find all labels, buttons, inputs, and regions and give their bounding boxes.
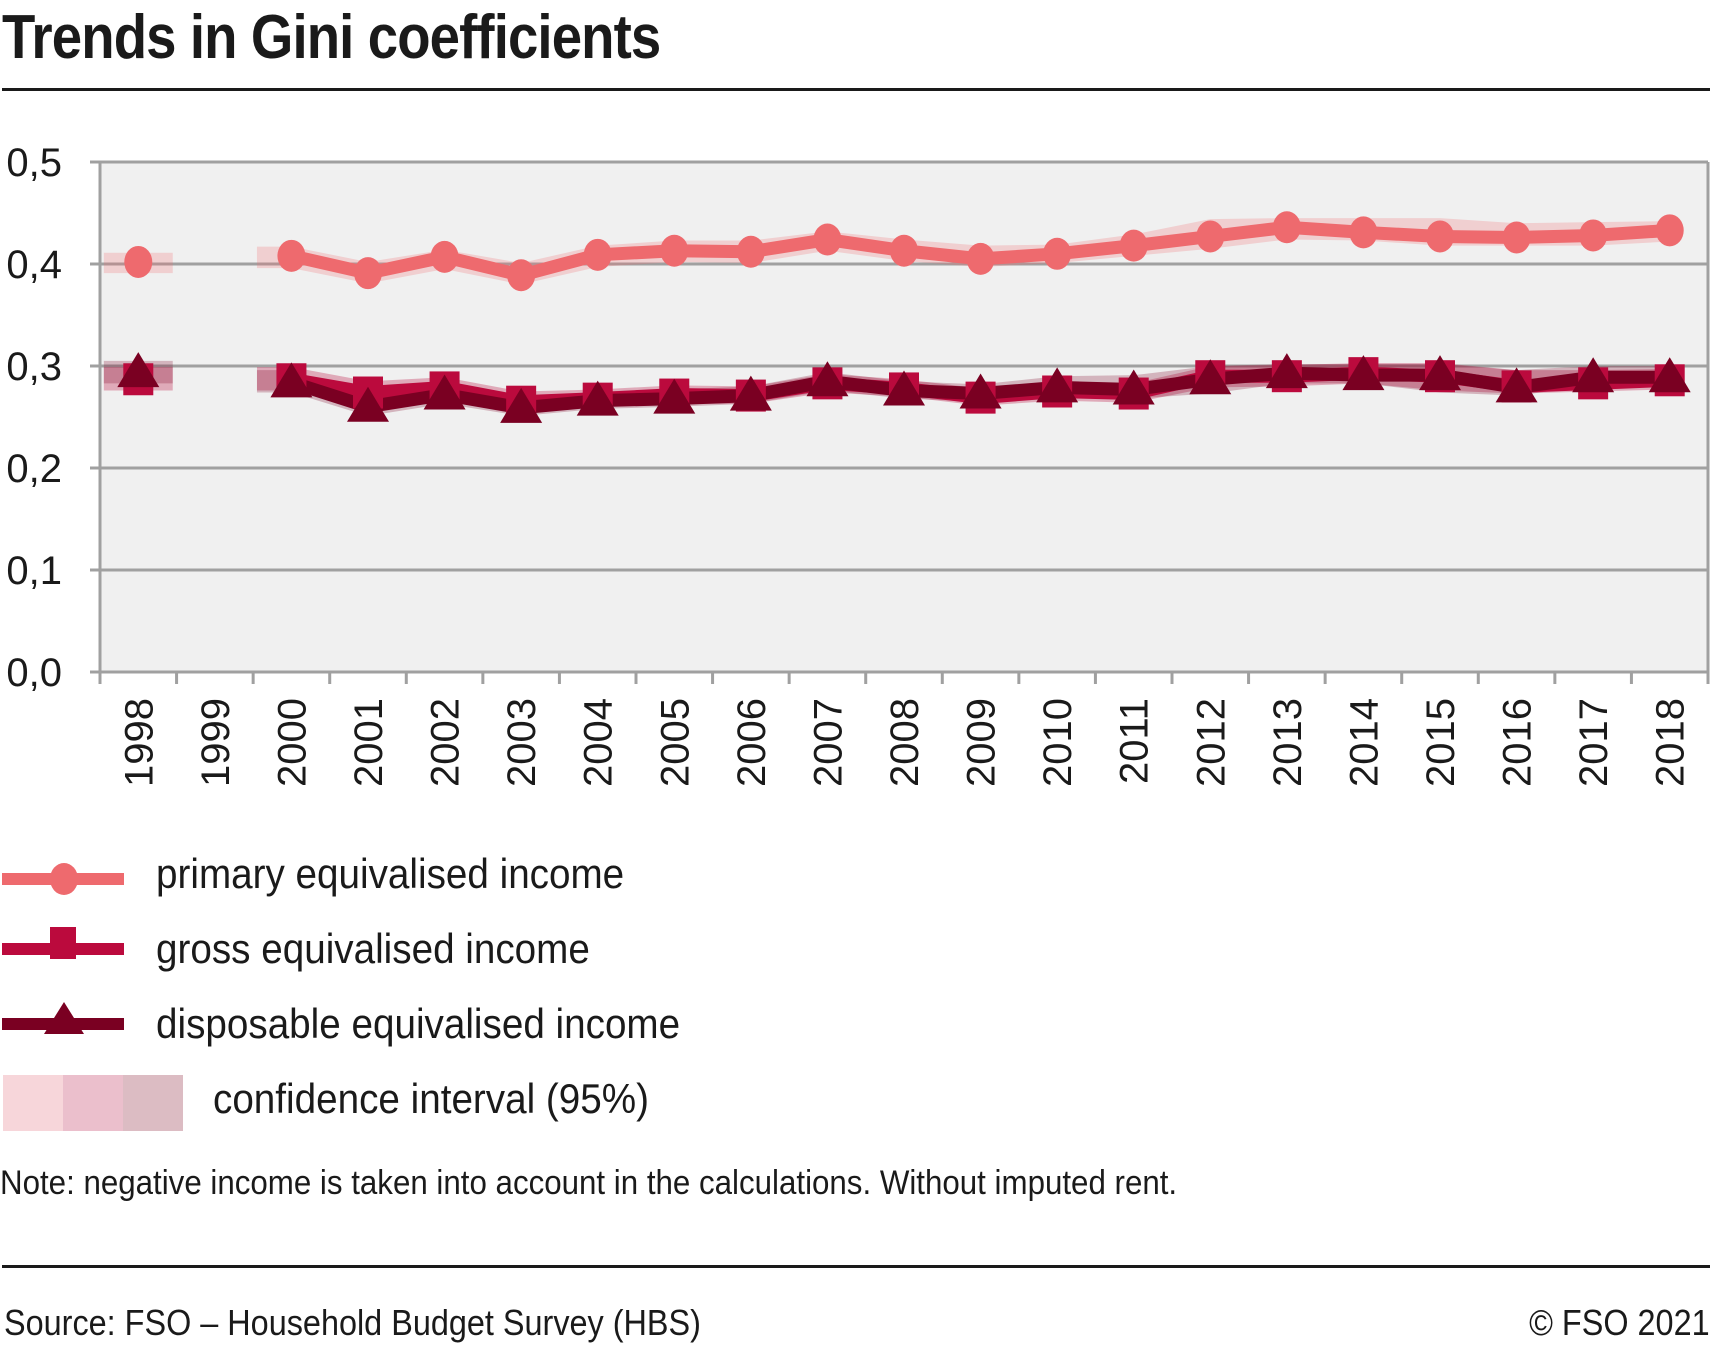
- circle-point: [1196, 220, 1225, 253]
- circle-point: [1579, 219, 1608, 252]
- x-tick-label: 2015: [1419, 698, 1463, 787]
- x-tick-label: 2007: [806, 698, 850, 787]
- triangle-icon: [2, 1002, 124, 1034]
- circle-point: [124, 245, 153, 278]
- circle-point: [354, 257, 382, 290]
- x-tick-label: 2000: [270, 698, 314, 787]
- x-tick-label: 2016: [1496, 698, 1540, 787]
- triangle-point: [500, 387, 543, 423]
- x-tick-label: 2017: [1572, 698, 1616, 787]
- x-axis-ticks: 1998 1999 2000 2001 2002 2003 2004 2005 2006 2007…: [98, 672, 1710, 787]
- circle-point: [1655, 214, 1684, 247]
- circle-point: [1043, 237, 1072, 270]
- x-tick-label: 2010: [1036, 698, 1080, 787]
- y-tick-label: 0,0: [6, 651, 62, 695]
- triangle-point: [1495, 367, 1538, 403]
- ci-swatch-primary: [3, 1075, 63, 1131]
- y-tick-label: 0,5: [6, 141, 62, 185]
- triangle-point: [1572, 357, 1615, 393]
- x-tick-label: 2003: [500, 698, 544, 787]
- triangle-point: [959, 373, 1002, 409]
- triangle-point: [1648, 357, 1691, 393]
- legend-label: gross equivalised income: [156, 925, 590, 972]
- title-divider: [2, 88, 1710, 91]
- source-text: Source: FSO – Household Budget Survey (H…: [4, 1302, 701, 1343]
- circle-point: [583, 238, 612, 271]
- legend-label: disposable equivalised income: [156, 1000, 681, 1047]
- footnote: Note: negative income is taken into acco…: [0, 1164, 1178, 1202]
- triangle-point: [1342, 355, 1385, 391]
- triangle-point: [729, 375, 772, 411]
- circle-point: [277, 239, 306, 272]
- triangle-point: [117, 352, 160, 388]
- legend-item-gross: gross equivalised income: [0, 925, 900, 985]
- circle-point: [1119, 229, 1148, 262]
- y-tick-label: 0,4: [6, 243, 62, 287]
- triangle-point: [1265, 353, 1308, 389]
- circle-point: [660, 234, 689, 267]
- triangle-point: [270, 362, 313, 398]
- triangle-point: [653, 378, 696, 414]
- circle-point: [966, 242, 995, 275]
- y-tick-label: 0,2: [6, 447, 62, 491]
- footer-divider: [2, 1265, 1710, 1268]
- x-tick-label: 2014: [1342, 698, 1386, 787]
- ci-swatch-disposable: [123, 1075, 183, 1131]
- x-tick-label: 2006: [730, 698, 774, 787]
- triangle-point: [423, 374, 466, 410]
- x-tick-label: 2012: [1189, 698, 1233, 787]
- circle-point: [1502, 221, 1531, 254]
- triangle-point: [1189, 359, 1232, 395]
- legend-label: primary equivalised income: [156, 850, 625, 897]
- legend-item-disposable: disposable equivalised income: [0, 1000, 900, 1060]
- circle-point: [430, 240, 459, 273]
- circle-point: [736, 235, 765, 268]
- y-axis-ticks: 0,0 0,1 0,2 0,3 0,4 0,5: [6, 141, 62, 695]
- gridlines: [90, 160, 1710, 682]
- square-icon: [2, 927, 124, 959]
- x-tick-label: 2001: [347, 698, 391, 787]
- x-tick-label: 2011: [1113, 698, 1157, 784]
- copyright-text: © FSO 2021: [1529, 1302, 1710, 1343]
- x-tick-label: 1998: [117, 698, 161, 787]
- circle-point: [507, 259, 536, 292]
- chart-title: Trends in Gini coefficients: [2, 3, 661, 72]
- x-tick-label: 2005: [653, 698, 697, 787]
- circle-icon: [2, 863, 124, 895]
- x-tick-label: 1999: [194, 698, 238, 787]
- triangle-point: [1036, 367, 1079, 403]
- legend-label: confidence interval (95%): [213, 1075, 650, 1122]
- circle-point: [1272, 211, 1301, 244]
- triangle-point: [883, 370, 925, 406]
- circle-point: [890, 234, 918, 267]
- x-tick-label: 2013: [1266, 698, 1310, 787]
- ci-swatch-gross: [63, 1075, 123, 1131]
- triangle-point: [806, 361, 849, 397]
- triangle-point: [576, 380, 619, 416]
- circle-point: [1426, 220, 1454, 253]
- triangle-point: [1419, 355, 1461, 391]
- gini-line-chart: 0,0 0,1 0,2 0,3 0,4 0,5 1998 1999 2000 2001 2002 2…: [6, 141, 1710, 787]
- x-tick-label: 2004: [577, 698, 621, 787]
- triangle-point: [1112, 369, 1155, 405]
- y-tick-label: 0,3: [6, 345, 62, 389]
- circle-point: [813, 223, 842, 256]
- triangle-point: [347, 386, 389, 422]
- y-tick-label: 0,1: [6, 549, 62, 593]
- legend-item-ci: confidence interval (95%): [0, 1075, 900, 1135]
- circle-point: [1349, 216, 1378, 249]
- x-tick-label: 2018: [1649, 698, 1693, 787]
- x-tick-label: 2002: [424, 698, 468, 787]
- series-markers: [117, 211, 1691, 423]
- legend-item-primary: primary equivalised income: [0, 850, 900, 910]
- x-tick-label: 2009: [960, 698, 1004, 787]
- x-tick-label: 2008: [883, 698, 927, 787]
